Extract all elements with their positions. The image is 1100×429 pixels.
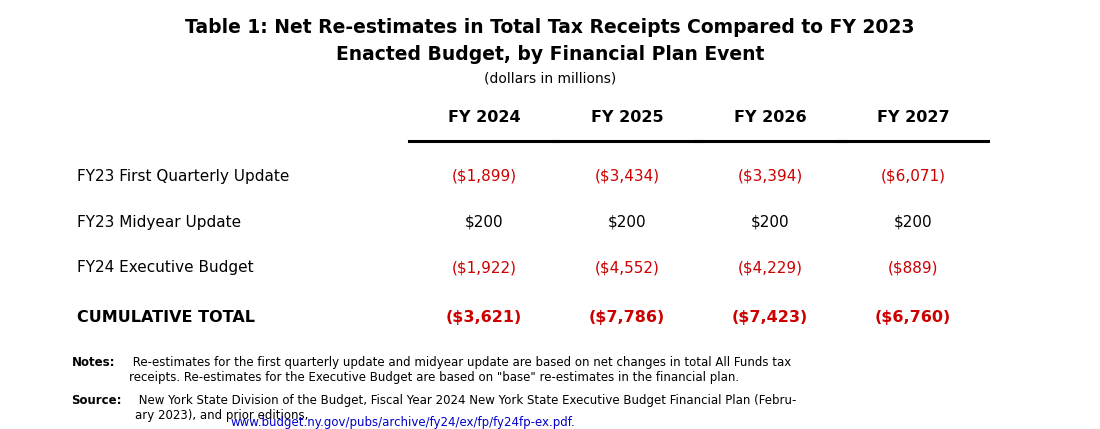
Text: ($889): ($889) bbox=[888, 260, 938, 275]
Text: (dollars in millions): (dollars in millions) bbox=[484, 72, 616, 86]
Text: Enacted Budget, by Financial Plan Event: Enacted Budget, by Financial Plan Event bbox=[336, 45, 764, 64]
Text: ($3,621): ($3,621) bbox=[446, 311, 522, 326]
Text: CUMULATIVE TOTAL: CUMULATIVE TOTAL bbox=[77, 311, 255, 326]
Text: $200: $200 bbox=[607, 214, 647, 230]
Text: ($1,922): ($1,922) bbox=[451, 260, 517, 275]
Text: ($4,229): ($4,229) bbox=[737, 260, 803, 275]
Text: ($3,434): ($3,434) bbox=[594, 169, 660, 184]
Text: FY23 Midyear Update: FY23 Midyear Update bbox=[77, 214, 241, 230]
Text: ($1,899): ($1,899) bbox=[451, 169, 517, 184]
Text: ($7,423): ($7,423) bbox=[732, 311, 808, 326]
Text: FY24 Executive Budget: FY24 Executive Budget bbox=[77, 260, 254, 275]
Text: $200: $200 bbox=[893, 214, 933, 230]
Text: ($4,552): ($4,552) bbox=[595, 260, 659, 275]
Text: Notes:: Notes: bbox=[72, 356, 116, 369]
Text: ($6,760): ($6,760) bbox=[874, 311, 952, 326]
Text: $200: $200 bbox=[464, 214, 504, 230]
Text: FY23 First Quarterly Update: FY23 First Quarterly Update bbox=[77, 169, 289, 184]
Text: FY 2024: FY 2024 bbox=[448, 110, 520, 125]
Text: www.budget.ny.gov/pubs/archive/fy24/ex/fp/fy24fp-ex.pdf.: www.budget.ny.gov/pubs/archive/fy24/ex/f… bbox=[231, 416, 575, 429]
Text: FY 2026: FY 2026 bbox=[734, 110, 806, 125]
Text: New York State Division of the Budget, Fiscal Year 2024 New York State Executive: New York State Division of the Budget, F… bbox=[135, 394, 796, 422]
Text: ($3,394): ($3,394) bbox=[737, 169, 803, 184]
Text: $200: $200 bbox=[750, 214, 790, 230]
Text: ($7,786): ($7,786) bbox=[588, 311, 666, 326]
Text: Source:: Source: bbox=[72, 394, 122, 407]
Text: Table 1: Net Re-estimates in Total Tax Receipts Compared to FY 2023: Table 1: Net Re-estimates in Total Tax R… bbox=[185, 18, 915, 37]
Text: FY 2027: FY 2027 bbox=[877, 110, 949, 125]
Text: ($6,071): ($6,071) bbox=[880, 169, 946, 184]
Text: Re-estimates for the first quarterly update and midyear update are based on net : Re-estimates for the first quarterly upd… bbox=[129, 356, 791, 384]
Text: FY 2025: FY 2025 bbox=[591, 110, 663, 125]
